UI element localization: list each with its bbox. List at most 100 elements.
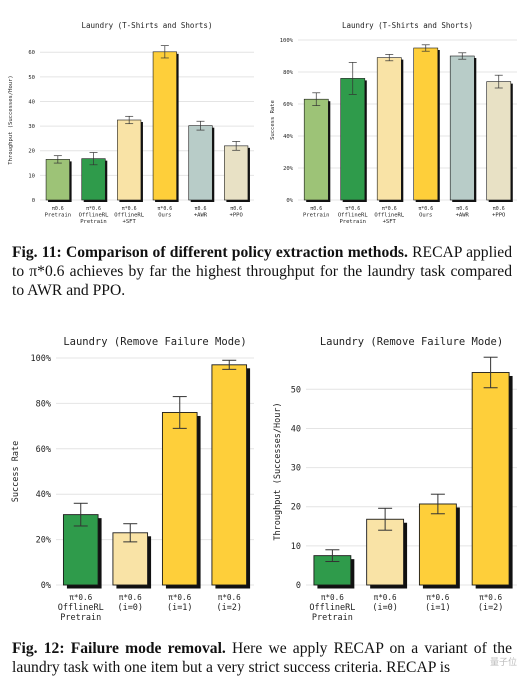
x-tick-label: OfflineRL — [309, 603, 355, 613]
bar — [471, 372, 510, 586]
chart-success-policy-extraction: Laundry (T-Shirts and Shorts) 0% 20% 40% 60%… — [262, 10, 525, 232]
x-tick-label: OfflineRL — [58, 603, 104, 613]
y-tick-label: 40 — [291, 424, 301, 434]
bar — [413, 47, 439, 201]
bar — [224, 145, 249, 201]
y-tick-label: 0 — [296, 581, 301, 591]
x-tick-label: (i=2) — [478, 603, 504, 613]
x-tick-label: (i=1) — [425, 603, 451, 613]
x-tick-label: +AWR — [194, 213, 208, 219]
chart-svg: Laundry (T-Shirts and Shorts) 0% 20% 40% 60%… — [270, 21, 517, 225]
x-tick-label: Pretrain — [45, 213, 72, 219]
watermark: 量子位 — [489, 658, 517, 668]
x-tick-label: π*0.6 — [157, 206, 172, 212]
chart-throughput-policy-extraction: Laundry (T-Shirts and Shorts) 0 10 20 30 40 50… — [0, 10, 262, 232]
x-tick-label: OfflineRL — [338, 213, 368, 219]
x-tick-label: π0.6 — [493, 206, 505, 212]
figure-12-title: Failure mode removal. — [70, 640, 226, 657]
x-tick-label: π0.6 — [195, 206, 207, 212]
y-tick-label: 0 — [32, 198, 35, 204]
figure-12-caption: Fig. 12: Failure mode removal. Here we a… — [12, 639, 512, 677]
bar — [45, 159, 70, 201]
chart-success-failure-removal: Laundry (Remove Failure Mode) 0% 20% 40% 60%… — [0, 325, 262, 630]
x-tick-label: (i=2) — [216, 603, 242, 613]
bar — [188, 125, 213, 201]
x-tick-label: π*0.6 — [86, 206, 101, 212]
y-tick-label: 30 — [291, 464, 301, 474]
figure-11-caption: Fig. 11: Comparison of different policy … — [12, 243, 512, 300]
x-tick-label: OfflineRL — [374, 213, 404, 219]
y-tick-label: 50 — [291, 385, 301, 395]
y-tick-label: 80% — [283, 70, 294, 76]
x-tick-label: π*0.6 — [418, 206, 433, 212]
bar — [161, 412, 198, 586]
bar — [376, 57, 402, 201]
y-tick-label: 0% — [286, 198, 293, 204]
x-tick-label: (i=0) — [372, 603, 398, 613]
x-tick-label: +SFT — [383, 219, 397, 225]
y-tick-label: 60% — [283, 102, 294, 108]
y-tick-label: 60% — [36, 445, 51, 455]
chart-title: Laundry (T-Shirts and Shorts) — [82, 21, 213, 30]
x-tick-label: π*0.6 — [374, 593, 397, 602]
y-tick-label: 0% — [41, 581, 51, 591]
y-tick-label: 20 — [28, 149, 35, 155]
chart-title: Laundry (Remove Failure Mode) — [63, 336, 246, 348]
x-tick-label: π*0.6 — [69, 593, 92, 602]
x-tick-label: π0.6 — [456, 206, 468, 212]
y-axis-label: Success Rate — [270, 100, 276, 140]
y-axis-label: Success Rate — [11, 441, 21, 502]
x-tick-label: +PPO — [230, 213, 243, 219]
x-tick-label: OfflineRL — [79, 213, 109, 219]
x-tick-label: π*0.6 — [321, 593, 344, 602]
chart-throughput-failure-removal: Laundry (Remove Failure Mode) 0 10 20 30 40 50… — [262, 325, 525, 630]
x-tick-label: π*0.6 — [479, 593, 502, 602]
x-tick-label: π*0.6 — [119, 593, 142, 602]
figure-12-label: Fig. 12: — [12, 640, 65, 657]
figure-11-text: RECAP applied to π*0.6 achieves by far t… — [12, 244, 512, 299]
x-tick-label: +PPO — [492, 213, 505, 219]
x-tick-label: π0.6 — [310, 206, 322, 212]
bar — [211, 364, 248, 586]
x-tick-label: Ours — [158, 213, 171, 219]
x-tick-label: Pretrain — [60, 613, 101, 623]
figure-11-label: Fig. 11: — [12, 244, 62, 261]
bar — [303, 98, 329, 201]
y-tick-label: 40% — [283, 134, 294, 140]
chart-title: Laundry (T-Shirts and Shorts) — [342, 21, 473, 30]
x-tick-label: π*0.6 — [168, 593, 191, 602]
y-axis-label: Throughput (Successes/Hour) — [8, 75, 14, 164]
y-tick-label: 20% — [36, 536, 51, 546]
y-tick-label: 80% — [36, 399, 51, 409]
x-tick-label: Pretrain — [340, 219, 367, 225]
bar — [418, 503, 457, 586]
x-tick-label: π*0.6 — [218, 593, 241, 602]
y-tick-label: 40% — [36, 490, 51, 500]
bar — [449, 55, 475, 201]
bar — [486, 81, 512, 201]
x-tick-label: π0.6 — [52, 206, 64, 212]
x-tick-label: OfflineRL — [114, 213, 144, 219]
x-tick-label: Pretrain — [303, 213, 330, 219]
bar — [340, 78, 366, 201]
y-tick-label: 40 — [28, 99, 35, 105]
chart-title: Laundry (Remove Failure Mode) — [320, 336, 503, 348]
x-tick-label: π*0.6 — [345, 206, 360, 212]
y-tick-label: 20% — [283, 166, 294, 172]
x-tick-label: Pretrain — [80, 219, 107, 225]
x-tick-label: (i=0) — [117, 603, 143, 613]
y-tick-label: 60 — [28, 50, 35, 56]
y-tick-label: 30 — [28, 124, 35, 130]
x-tick-label: +AWR — [456, 213, 470, 219]
x-tick-label: Pretrain — [312, 613, 353, 623]
chart-svg: Laundry (Remove Failure Mode) 0 10 20 30 40 50… — [273, 336, 517, 623]
x-tick-label: (i=1) — [167, 603, 193, 613]
bar — [117, 119, 142, 201]
y-axis-label: Throughput (Successes/Hour) — [273, 402, 283, 540]
bar — [152, 51, 177, 201]
chart-svg: Laundry (T-Shirts and Shorts) 0 10 20 30 40 50… — [8, 21, 254, 225]
x-tick-label: π*0.6 — [426, 593, 449, 602]
x-tick-label: π0.6 — [230, 206, 242, 212]
y-tick-label: 100% — [280, 38, 294, 44]
y-tick-label: 100% — [31, 354, 51, 364]
